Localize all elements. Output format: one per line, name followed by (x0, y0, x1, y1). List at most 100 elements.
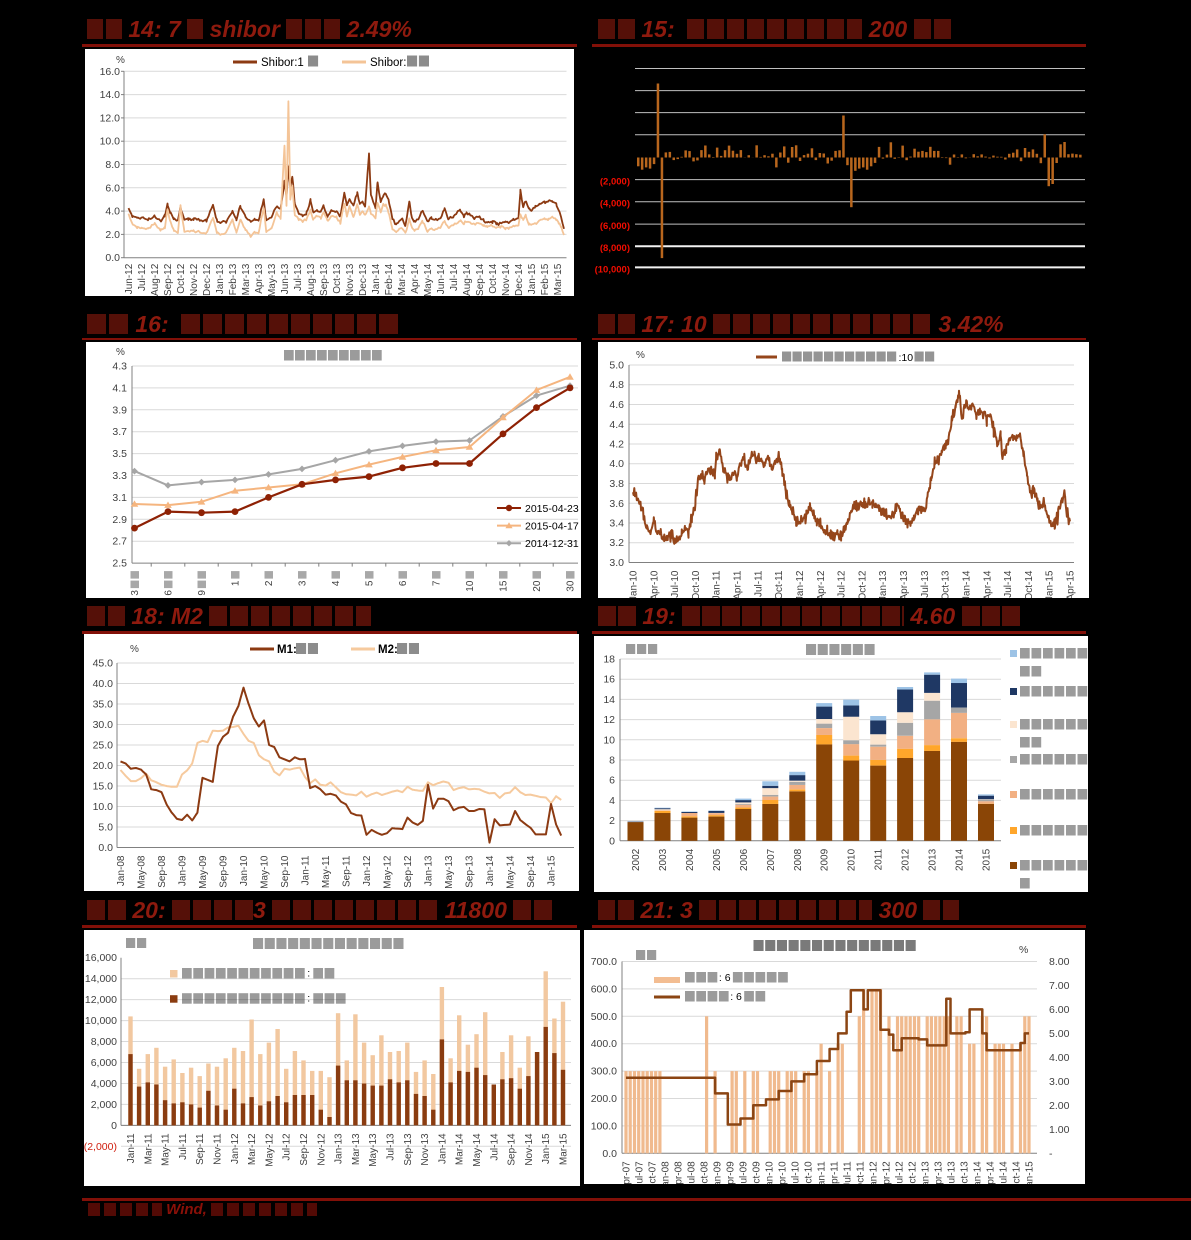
svg-text:6.0: 6.0 (105, 182, 120, 194)
svg-text:500.0: 500.0 (591, 1011, 617, 1023)
svg-text:2006: 2006 (739, 848, 750, 871)
svg-text:2003: 2003 (658, 848, 669, 871)
svg-text:Jul-07: Jul-07 (635, 1161, 646, 1184)
svg-text:Apr-08: Apr-08 (674, 1161, 685, 1184)
svg-text:Jun-14: Jun-14 (436, 263, 447, 294)
svg-text:Jan-10: Jan-10 (629, 570, 640, 598)
svg-text:3: 3 (130, 590, 141, 596)
svg-text:3: 3 (298, 580, 309, 586)
svg-text:12.0: 12.0 (100, 112, 121, 124)
svg-text:2004: 2004 (685, 848, 696, 871)
svg-text:Jul-12: Jul-12 (837, 570, 848, 598)
svg-text:3.8: 3.8 (609, 478, 624, 490)
svg-text:8.0: 8.0 (105, 159, 120, 171)
svg-text:Sep-12: Sep-12 (163, 263, 174, 296)
svg-text:6.00: 6.00 (1049, 1004, 1070, 1016)
svg-text::: : (307, 993, 310, 1005)
svg-text:Jul-13: Jul-13 (293, 263, 304, 291)
svg-text:30.0: 30.0 (93, 719, 114, 731)
svg-text:Jan-12: Jan-12 (869, 1161, 880, 1184)
svg-text:4.8: 4.8 (609, 379, 624, 391)
svg-text:7.00: 7.00 (1049, 980, 1070, 992)
svg-text:Sep-09: Sep-09 (219, 855, 230, 888)
svg-text:5.0: 5.0 (98, 822, 113, 834)
svg-text:Nov-14: Nov-14 (524, 1133, 535, 1166)
svg-text:10: 10 (603, 734, 615, 746)
svg-text:600.0: 600.0 (591, 983, 617, 995)
svg-text:Nov-12: Nov-12 (189, 263, 200, 296)
svg-text:Jan-11: Jan-11 (301, 855, 312, 885)
svg-text:10: 10 (465, 580, 476, 592)
svg-text:May-12: May-12 (264, 1133, 275, 1167)
svg-text:Apr-10: Apr-10 (649, 570, 660, 598)
svg-text:Oct-11: Oct-11 (774, 570, 785, 598)
svg-text:Jul-12: Jul-12 (137, 263, 148, 291)
svg-text:45.0: 45.0 (93, 658, 114, 670)
svg-text:Sep-12: Sep-12 (403, 855, 414, 888)
svg-text:14.0: 14.0 (100, 89, 121, 101)
svg-text:2005: 2005 (712, 848, 723, 871)
svg-text:Jul-14: Jul-14 (999, 1161, 1010, 1184)
svg-text:%: % (1019, 944, 1028, 956)
svg-text:2,000: 2,000 (91, 1099, 117, 1111)
svg-text:20: 20 (532, 580, 543, 592)
svg-text:Jan-13: Jan-13 (921, 1161, 932, 1184)
svg-text:2011: 2011 (874, 848, 885, 870)
svg-text:Oct-08: Oct-08 (700, 1161, 711, 1184)
svg-text:4,000: 4,000 (91, 1078, 117, 1090)
svg-text:Jan-09: Jan-09 (178, 855, 189, 886)
svg-text:Apr-07: Apr-07 (622, 1161, 633, 1184)
svg-text:100.0: 100.0 (591, 1120, 617, 1132)
svg-text:Oct-13: Oct-13 (960, 1161, 971, 1184)
svg-text:5: 5 (365, 580, 376, 586)
svg-text:40.0: 40.0 (93, 678, 114, 690)
svg-text:Aug-14: Aug-14 (462, 263, 473, 296)
svg-text:Jul-14: Jul-14 (489, 1133, 500, 1161)
svg-text:Mar-15: Mar-15 (559, 1133, 570, 1165)
svg-text:Mar-14: Mar-14 (455, 1133, 466, 1165)
svg-text:Jul-12: Jul-12 (895, 1161, 906, 1184)
svg-text:Mar-15: Mar-15 (553, 263, 564, 295)
svg-text:Oct-13: Oct-13 (941, 570, 952, 598)
svg-text:Jan-11: Jan-11 (817, 1161, 828, 1184)
svg-text:4.1: 4.1 (112, 382, 127, 394)
svg-text:2009: 2009 (820, 848, 831, 871)
svg-text:Jul-12: Jul-12 (282, 1133, 293, 1161)
svg-text:0: 0 (609, 835, 615, 847)
svg-text:Apr-09: Apr-09 (726, 1161, 737, 1184)
svg-text:Apr-13: Apr-13 (254, 263, 265, 293)
svg-text:2014-12-31: 2014-12-31 (525, 538, 579, 550)
svg-text:8: 8 (609, 755, 615, 767)
svg-text:Nov-12: Nov-12 (316, 1133, 327, 1166)
svg-text:Shibor:: Shibor: (370, 57, 406, 69)
svg-text:Nov-13: Nov-13 (420, 1133, 431, 1166)
svg-text:Jun-13: Jun-13 (280, 263, 291, 294)
svg-text:May-14: May-14 (506, 855, 517, 889)
svg-text:4.6: 4.6 (609, 399, 624, 411)
svg-text:0.0: 0.0 (105, 252, 120, 264)
svg-text:Jan-10: Jan-10 (765, 1161, 776, 1184)
svg-text:Jul-10: Jul-10 (670, 570, 681, 598)
svg-text:Aug-13: Aug-13 (306, 263, 317, 296)
svg-text:Jan-14: Jan-14 (371, 263, 382, 294)
svg-text:Dec-12: Dec-12 (202, 263, 213, 296)
svg-text:Nov-13: Nov-13 (345, 263, 356, 296)
svg-text:Dec-14: Dec-14 (514, 263, 525, 296)
svg-text:(2,000): (2,000) (84, 1141, 117, 1153)
svg-text:(10,000): (10,000) (595, 264, 630, 275)
svg-text:May-13: May-13 (444, 855, 455, 889)
svg-text:2.00: 2.00 (1049, 1100, 1070, 1112)
svg-text:2015: 2015 (982, 848, 993, 871)
svg-text:8,000: 8,000 (91, 1036, 117, 1048)
svg-text:Apr-15: Apr-15 (1066, 570, 1077, 598)
svg-text:1: 1 (231, 580, 242, 586)
svg-text:3.00: 3.00 (1049, 1076, 1070, 1088)
svg-text:16.0: 16.0 (100, 66, 121, 78)
svg-text:2015-04-23: 2015-04-23 (525, 503, 579, 515)
svg-text:May-10: May-10 (260, 855, 271, 889)
svg-text:Sep-14: Sep-14 (526, 855, 537, 888)
svg-text:Apr-12: Apr-12 (816, 570, 827, 598)
svg-text:Oct-12: Oct-12 (857, 570, 868, 598)
svg-text:May-13: May-13 (267, 263, 278, 296)
svg-text:Mar-14: Mar-14 (397, 263, 408, 295)
